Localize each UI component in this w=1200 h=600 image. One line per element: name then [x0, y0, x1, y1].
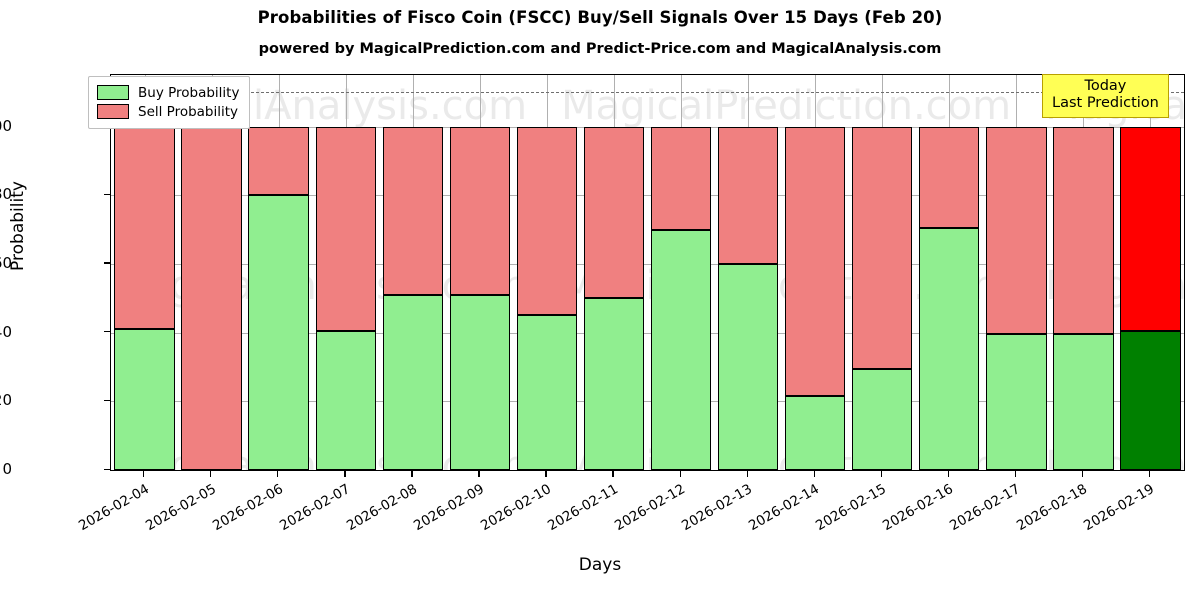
- legend-swatch-buy: [97, 85, 129, 100]
- bar-group[interactable]: [449, 75, 510, 470]
- bar-segment-buy[interactable]: [852, 369, 913, 470]
- x-axis-tick-mark: [1148, 471, 1151, 477]
- gridline-horizontal: [111, 195, 1184, 197]
- bar-segment-buy[interactable]: [650, 229, 712, 470]
- x-axis-tick-mark: [1014, 471, 1017, 477]
- gridline-horizontal: [111, 263, 1184, 265]
- today-annotation-line2: Last Prediction: [1052, 95, 1159, 112]
- bar-segment-sell[interactable]: [986, 126, 1047, 334]
- y-axis-tick-label: 80: [0, 185, 12, 204]
- bar-group[interactable]: [650, 75, 712, 470]
- bar-group[interactable]: [516, 75, 578, 470]
- bar-segment-sell[interactable]: [583, 126, 645, 299]
- gridline-horizontal: [111, 126, 1184, 128]
- today-annotation-line1: Today: [1084, 78, 1127, 94]
- bar-segment-buy[interactable]: [248, 195, 309, 470]
- legend: Buy Probability Sell Probability: [88, 76, 251, 129]
- x-axis-label: Days: [578, 555, 622, 575]
- bar-segment-buy[interactable]: [1053, 333, 1114, 470]
- chart-title: Probabilities of Fisco Coin (FSCC) Buy/S…: [257, 8, 943, 27]
- bar-segment-sell[interactable]: [449, 126, 510, 295]
- plot-inner: MagicalAnalysis.com MagicalPrediction.com…: [111, 75, 1184, 470]
- y-axis-tick-mark: [104, 331, 110, 333]
- bar-segment-buy[interactable]: [449, 294, 510, 470]
- bar-segment-sell[interactable]: [315, 126, 376, 331]
- bar-group[interactable]: [986, 75, 1047, 470]
- y-axis-tick-label: 60: [0, 253, 12, 272]
- bar-segment-sell[interactable]: [919, 126, 980, 228]
- bar-group[interactable]: [583, 75, 645, 470]
- x-axis-tick-mark: [277, 471, 279, 477]
- y-axis-tick-mark: [104, 399, 110, 402]
- legend-item-buy[interactable]: Buy Probability: [97, 83, 239, 102]
- gridline-horizontal: [111, 401, 1184, 403]
- bar-segment-sell[interactable]: [181, 126, 242, 470]
- bar-segment-buy[interactable]: [717, 263, 779, 470]
- bar-segment-sell[interactable]: [382, 126, 443, 295]
- x-axis-tick-mark: [545, 471, 547, 477]
- bar-segment-buy[interactable]: [315, 330, 376, 470]
- bar-group[interactable]: [919, 75, 980, 470]
- reference-line: [111, 92, 1184, 94]
- x-axis-tick-mark: [612, 471, 614, 477]
- x-axis-tick-mark: [210, 471, 212, 477]
- gridline-horizontal: [111, 332, 1184, 334]
- bar-group[interactable]: [315, 75, 376, 470]
- bar-segment-sell[interactable]: [852, 126, 913, 370]
- x-axis-tick-mark: [880, 471, 883, 477]
- bar-group[interactable]: [181, 75, 242, 470]
- y-axis-tick-label: 100: [0, 116, 12, 135]
- x-axis-tick-mark: [411, 471, 413, 477]
- x-axis-tick-mark: [478, 471, 480, 477]
- bar-group[interactable]: [1053, 75, 1114, 470]
- y-axis-tick-label: 20: [0, 391, 12, 410]
- x-axis-tick-mark: [746, 471, 748, 477]
- bar-segment-buy[interactable]: [919, 227, 980, 470]
- bar-group[interactable]: [114, 75, 175, 470]
- bar-segment-sell[interactable]: [650, 126, 712, 230]
- legend-label-buy: Buy Probability: [138, 84, 240, 101]
- bar-group[interactable]: [784, 75, 846, 470]
- today-annotation: Today Last Prediction: [1042, 74, 1169, 119]
- bar-segment-sell[interactable]: [516, 126, 578, 316]
- y-axis-tick-label: 0: [2, 460, 12, 478]
- bar-group[interactable]: [852, 75, 913, 470]
- bar-group[interactable]: [382, 75, 443, 470]
- bar-segment-sell[interactable]: [114, 126, 175, 330]
- legend-label-sell: Sell Probability: [138, 103, 239, 120]
- bar-segment-sell[interactable]: [1053, 126, 1114, 334]
- bar-group[interactable]: [1120, 75, 1181, 470]
- bar-group[interactable]: [248, 75, 309, 470]
- x-axis-tick-mark: [344, 471, 346, 477]
- x-axis-tick-mark: [813, 471, 815, 477]
- chart-subtitle: powered by MagicalPrediction.com and Pre…: [258, 41, 942, 57]
- x-axis-tick-mark: [947, 471, 950, 477]
- bar-segment-buy[interactable]: [114, 329, 175, 470]
- y-axis-tick-mark: [104, 193, 110, 195]
- y-axis-tick-mark: [104, 262, 110, 264]
- y-axis-tick-label: 40: [0, 322, 12, 341]
- x-axis-tick-mark: [679, 471, 681, 477]
- legend-swatch-sell: [97, 104, 129, 119]
- bar-group[interactable]: [717, 75, 779, 470]
- x-axis-tick-mark: [1081, 471, 1084, 477]
- bar-segment-buy[interactable]: [986, 333, 1047, 470]
- y-axis-label: Probability: [8, 181, 28, 271]
- plot-area: MagicalAnalysis.com MagicalPrediction.com…: [110, 74, 1185, 471]
- bar-segment-buy[interactable]: [516, 315, 578, 470]
- bar-segment-buy[interactable]: [382, 294, 443, 470]
- bar-segment-buy[interactable]: [784, 395, 846, 470]
- bar-segment-sell[interactable]: [717, 126, 779, 264]
- y-axis-tick-mark: [104, 468, 110, 470]
- bar-segment-sell[interactable]: [248, 126, 309, 196]
- x-axis-tick-mark: [143, 471, 145, 477]
- bar-segment-buy[interactable]: [1120, 330, 1181, 470]
- legend-item-sell[interactable]: Sell Probability: [97, 102, 239, 121]
- bar-segment-sell[interactable]: [1120, 126, 1181, 331]
- bar-segment-sell[interactable]: [784, 126, 846, 396]
- bar-segment-buy[interactable]: [583, 298, 645, 470]
